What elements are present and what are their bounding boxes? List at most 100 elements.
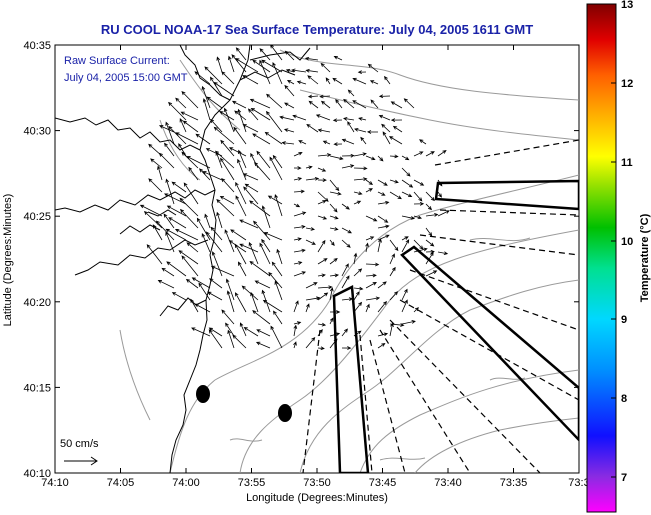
- current-vector-icon: [365, 179, 374, 185]
- current-vector-icon: [341, 153, 355, 158]
- current-vector-icon: [388, 136, 403, 145]
- current-vector-icon: [255, 341, 271, 349]
- current-vector-icon: [389, 253, 395, 265]
- current-vector-icon: [250, 107, 271, 121]
- current-vector-icon: [329, 179, 340, 192]
- current-vector-icon: [168, 101, 187, 121]
- surface-current-vectors: [139, 45, 450, 351]
- current-vector-icon: [322, 140, 331, 145]
- colorbar-ticks: 13 12 11 10 9 8 7: [611, 0, 633, 484]
- current-vector-icon: [238, 149, 247, 169]
- current-vector-icon: [357, 70, 367, 75]
- current-vector-icon: [158, 125, 175, 133]
- current-vector-icon: [352, 100, 367, 109]
- current-vector-icon: [274, 194, 283, 217]
- colorbar-tick-label: 7: [621, 472, 627, 484]
- y-tick-label: 40:15: [23, 382, 51, 394]
- current-vector-icon: [437, 150, 447, 157]
- current-vector-icon: [419, 139, 427, 145]
- colorbar-tick-label: 11: [621, 157, 633, 169]
- current-vector-icon: [220, 139, 235, 157]
- radar-coverage-lines: [302, 139, 579, 473]
- current-vector-icon: [233, 126, 247, 145]
- current-vector-icon: [164, 193, 187, 205]
- current-vector-icon: [235, 195, 247, 217]
- current-vector-icon: [329, 227, 339, 231]
- scale-arrow-icon: [64, 456, 98, 466]
- current-vector-icon: [190, 298, 199, 313]
- current-vector-icon: [238, 261, 247, 277]
- current-vector-icon: [365, 303, 370, 313]
- current-vector-icon: [223, 107, 235, 133]
- current-vector-icon: [389, 239, 399, 252]
- x-tick-label: 73:3: [568, 477, 589, 489]
- current-vector-icon: [182, 120, 199, 133]
- current-vector-icon: [163, 213, 175, 229]
- current-vector-icon: [235, 47, 247, 61]
- current-vector-icon: [146, 244, 163, 265]
- current-vector-icon: [333, 55, 343, 61]
- current-vector-icon: [401, 288, 408, 301]
- current-vector-icon: [244, 183, 259, 193]
- current-vector-icon: [219, 195, 235, 205]
- current-vector-icon: [165, 231, 175, 253]
- current-vector-icon: [175, 97, 187, 109]
- current-vector-icon: [317, 128, 331, 133]
- current-vector-icon: [254, 280, 271, 289]
- current-vector-icon: [179, 208, 199, 229]
- current-vector-icon: [185, 278, 199, 289]
- current-vector-icon: [365, 155, 376, 161]
- current-vector-icon: [365, 296, 381, 301]
- current-vector-icon: [221, 71, 235, 85]
- y-tick-label: 40:25: [23, 211, 51, 223]
- current-vector-icon: [204, 213, 211, 229]
- current-vector-icon: [401, 179, 414, 188]
- legend-current-time: July 04, 2005 15:00 GMT: [64, 72, 188, 84]
- x-tick-label: 74:10: [41, 477, 69, 489]
- x-axis-label: Longitude (Degrees:Minutes): [246, 492, 388, 504]
- current-vector-icon: [270, 325, 283, 349]
- current-vector-icon: [293, 237, 302, 242]
- current-vector-icon: [341, 164, 355, 169]
- current-vector-icon: [293, 300, 299, 313]
- current-vector-icon: [214, 150, 235, 169]
- current-vector-icon: [152, 224, 163, 241]
- current-vector-icon: [232, 334, 247, 349]
- current-vector-icon: [425, 191, 435, 202]
- current-vector-icon: [389, 291, 399, 301]
- current-vector-icon: [341, 275, 350, 289]
- current-vector-icon: [341, 263, 349, 277]
- current-vector-icon: [164, 142, 175, 157]
- current-vector-icon: [401, 236, 409, 241]
- current-vector-icon: [377, 155, 384, 162]
- current-vector-icon: [401, 155, 410, 161]
- current-vector-icon: [353, 286, 364, 291]
- current-vector-icon: [366, 130, 379, 134]
- current-vector-icon: [341, 346, 352, 350]
- current-vector-icon: [377, 238, 382, 253]
- current-vector-icon: [199, 168, 211, 181]
- current-vector-icon: [216, 56, 223, 73]
- current-vector-icon: [413, 201, 425, 206]
- current-vector-icon: [329, 239, 335, 246]
- current-vector-icon: [230, 229, 247, 241]
- current-vector-icon: [353, 200, 362, 205]
- current-vector-icon: [204, 66, 223, 85]
- current-vector-icon: [413, 151, 424, 157]
- current-vector-icon: [201, 85, 211, 109]
- current-vector-icon: [353, 191, 363, 196]
- current-vector-icon: [181, 90, 199, 109]
- current-vector-icon: [307, 94, 319, 99]
- current-vector-icon: [390, 118, 403, 122]
- current-vector-icon: [329, 203, 338, 213]
- current-vector-icon: [157, 165, 163, 181]
- current-vector-icon: [317, 285, 333, 290]
- current-vector-icon: [209, 278, 223, 289]
- current-vector-icon: [425, 151, 435, 157]
- current-vector-icon: [425, 270, 438, 277]
- y-axis-ticks: 40:35 40:30 40:25 40:20 40:15 40:10: [23, 40, 579, 480]
- current-vector-icon: [307, 75, 319, 85]
- current-vector-icon: [360, 136, 367, 145]
- current-vector-icon: [234, 243, 247, 265]
- current-vector-icon: [276, 248, 283, 265]
